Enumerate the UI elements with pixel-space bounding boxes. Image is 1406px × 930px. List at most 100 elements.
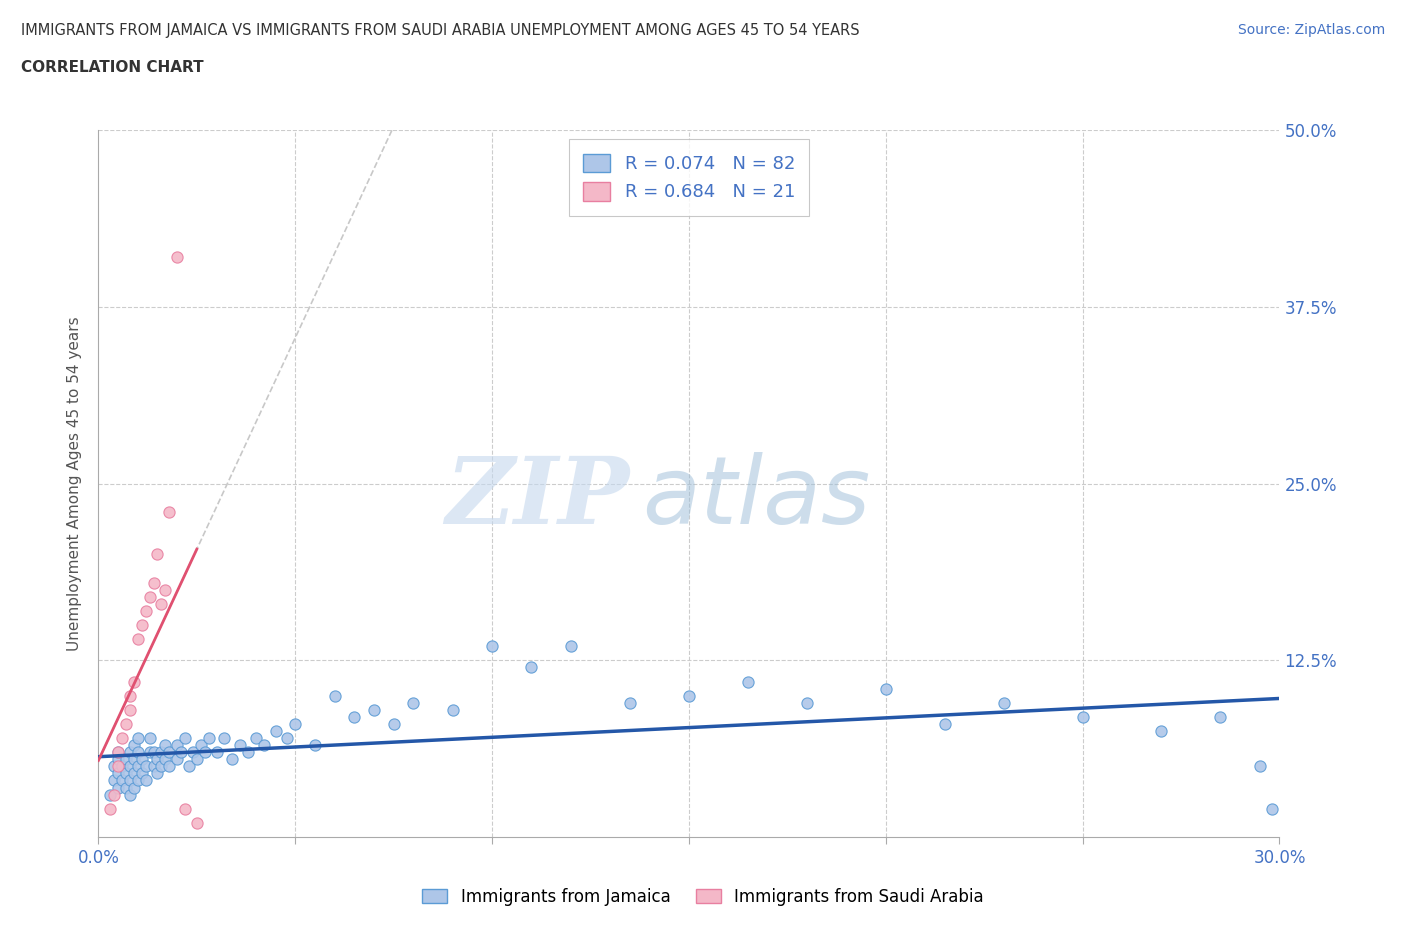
Point xyxy=(363,702,385,717)
Text: IMMIGRANTS FROM JAMAICA VS IMMIGRANTS FROM SAUDI ARABIA UNEMPLOYMENT AMONG AGES : IMMIGRANTS FROM JAMAICA VS IMMIGRANTS FR… xyxy=(21,23,859,38)
Point xyxy=(127,631,149,646)
Point xyxy=(276,731,298,746)
Point xyxy=(934,716,956,731)
Point xyxy=(993,696,1015,711)
Point xyxy=(122,780,145,795)
Legend: R = 0.074   N = 82, R = 0.684   N = 21: R = 0.074 N = 82, R = 0.684 N = 21 xyxy=(568,140,810,216)
Point xyxy=(382,716,405,731)
Point xyxy=(284,716,307,731)
Point xyxy=(131,618,153,632)
Point xyxy=(142,745,165,760)
Point xyxy=(138,731,160,746)
Point xyxy=(122,674,145,689)
Point xyxy=(111,773,134,788)
Point xyxy=(107,766,129,781)
Point xyxy=(135,773,157,788)
Point xyxy=(127,759,149,774)
Point xyxy=(796,696,818,711)
Point xyxy=(1071,710,1094,724)
Point xyxy=(107,745,129,760)
Point xyxy=(131,766,153,781)
Point xyxy=(115,766,138,781)
Point xyxy=(1209,710,1232,724)
Point xyxy=(181,745,204,760)
Legend: Immigrants from Jamaica, Immigrants from Saudi Arabia: Immigrants from Jamaica, Immigrants from… xyxy=(416,881,990,912)
Point xyxy=(103,773,125,788)
Point xyxy=(155,582,177,597)
Point xyxy=(304,737,326,752)
Point xyxy=(107,745,129,760)
Point xyxy=(166,751,188,766)
Point xyxy=(118,745,141,760)
Point xyxy=(1249,759,1271,774)
Point xyxy=(127,745,149,760)
Point xyxy=(122,766,145,781)
Point xyxy=(186,816,208,830)
Point xyxy=(875,681,897,696)
Point xyxy=(146,766,169,781)
Point xyxy=(122,751,145,766)
Point xyxy=(166,250,188,265)
Point xyxy=(174,802,197,817)
Point xyxy=(150,596,173,611)
Point xyxy=(127,773,149,788)
Point xyxy=(560,639,582,654)
Point xyxy=(221,751,243,766)
Point xyxy=(138,590,160,604)
Point xyxy=(135,759,157,774)
Point xyxy=(737,674,759,689)
Point xyxy=(155,737,177,752)
Point xyxy=(155,751,177,766)
Point xyxy=(98,802,121,817)
Point xyxy=(157,504,180,519)
Point xyxy=(194,745,217,760)
Point xyxy=(402,696,425,711)
Point xyxy=(142,759,165,774)
Point xyxy=(115,751,138,766)
Point xyxy=(264,724,287,738)
Point xyxy=(678,688,700,703)
Point xyxy=(118,773,141,788)
Point xyxy=(103,787,125,802)
Point xyxy=(1260,802,1282,817)
Point xyxy=(122,737,145,752)
Text: ZIP: ZIP xyxy=(446,453,630,543)
Point xyxy=(142,575,165,590)
Point xyxy=(118,759,141,774)
Point xyxy=(150,759,173,774)
Point xyxy=(619,696,641,711)
Point xyxy=(118,702,141,717)
Point xyxy=(115,716,138,731)
Point xyxy=(245,731,267,746)
Point xyxy=(98,787,121,802)
Point xyxy=(118,787,141,802)
Point xyxy=(103,759,125,774)
Point xyxy=(107,759,129,774)
Point xyxy=(118,688,141,703)
Point xyxy=(229,737,252,752)
Point xyxy=(1150,724,1173,738)
Point xyxy=(520,660,543,675)
Point xyxy=(146,751,169,766)
Point xyxy=(177,759,200,774)
Point xyxy=(214,731,236,746)
Point xyxy=(170,745,193,760)
Point xyxy=(157,745,180,760)
Text: CORRELATION CHART: CORRELATION CHART xyxy=(21,60,204,75)
Y-axis label: Unemployment Among Ages 45 to 54 years: Unemployment Among Ages 45 to 54 years xyxy=(67,316,83,651)
Point xyxy=(174,731,197,746)
Text: Source: ZipAtlas.com: Source: ZipAtlas.com xyxy=(1237,23,1385,37)
Point xyxy=(197,731,219,746)
Point xyxy=(127,731,149,746)
Point xyxy=(111,731,134,746)
Point xyxy=(166,737,188,752)
Point xyxy=(343,710,366,724)
Text: atlas: atlas xyxy=(641,452,870,543)
Point xyxy=(138,745,160,760)
Point xyxy=(190,737,212,752)
Point xyxy=(107,751,129,766)
Point xyxy=(150,745,173,760)
Point xyxy=(441,702,464,717)
Point xyxy=(135,604,157,618)
Point xyxy=(205,745,228,760)
